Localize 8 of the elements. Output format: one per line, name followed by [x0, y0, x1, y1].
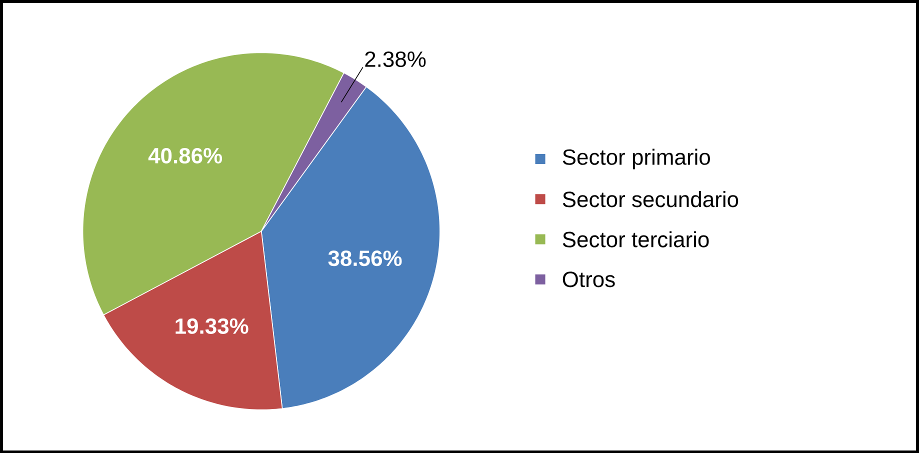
- data-label: 40.86%: [148, 148, 222, 164]
- data-label: 19.33%: [176, 318, 248, 334]
- legend-label: Sector secundario: [562, 190, 738, 207]
- legend-label: Otros: [562, 271, 615, 287]
- legend-label: Sector terciario: [562, 230, 709, 248]
- legend-label: Sector primario: [562, 148, 710, 170]
- data-label: 2.38%: [365, 51, 426, 67]
- data-label: 38.56%: [328, 250, 402, 266]
